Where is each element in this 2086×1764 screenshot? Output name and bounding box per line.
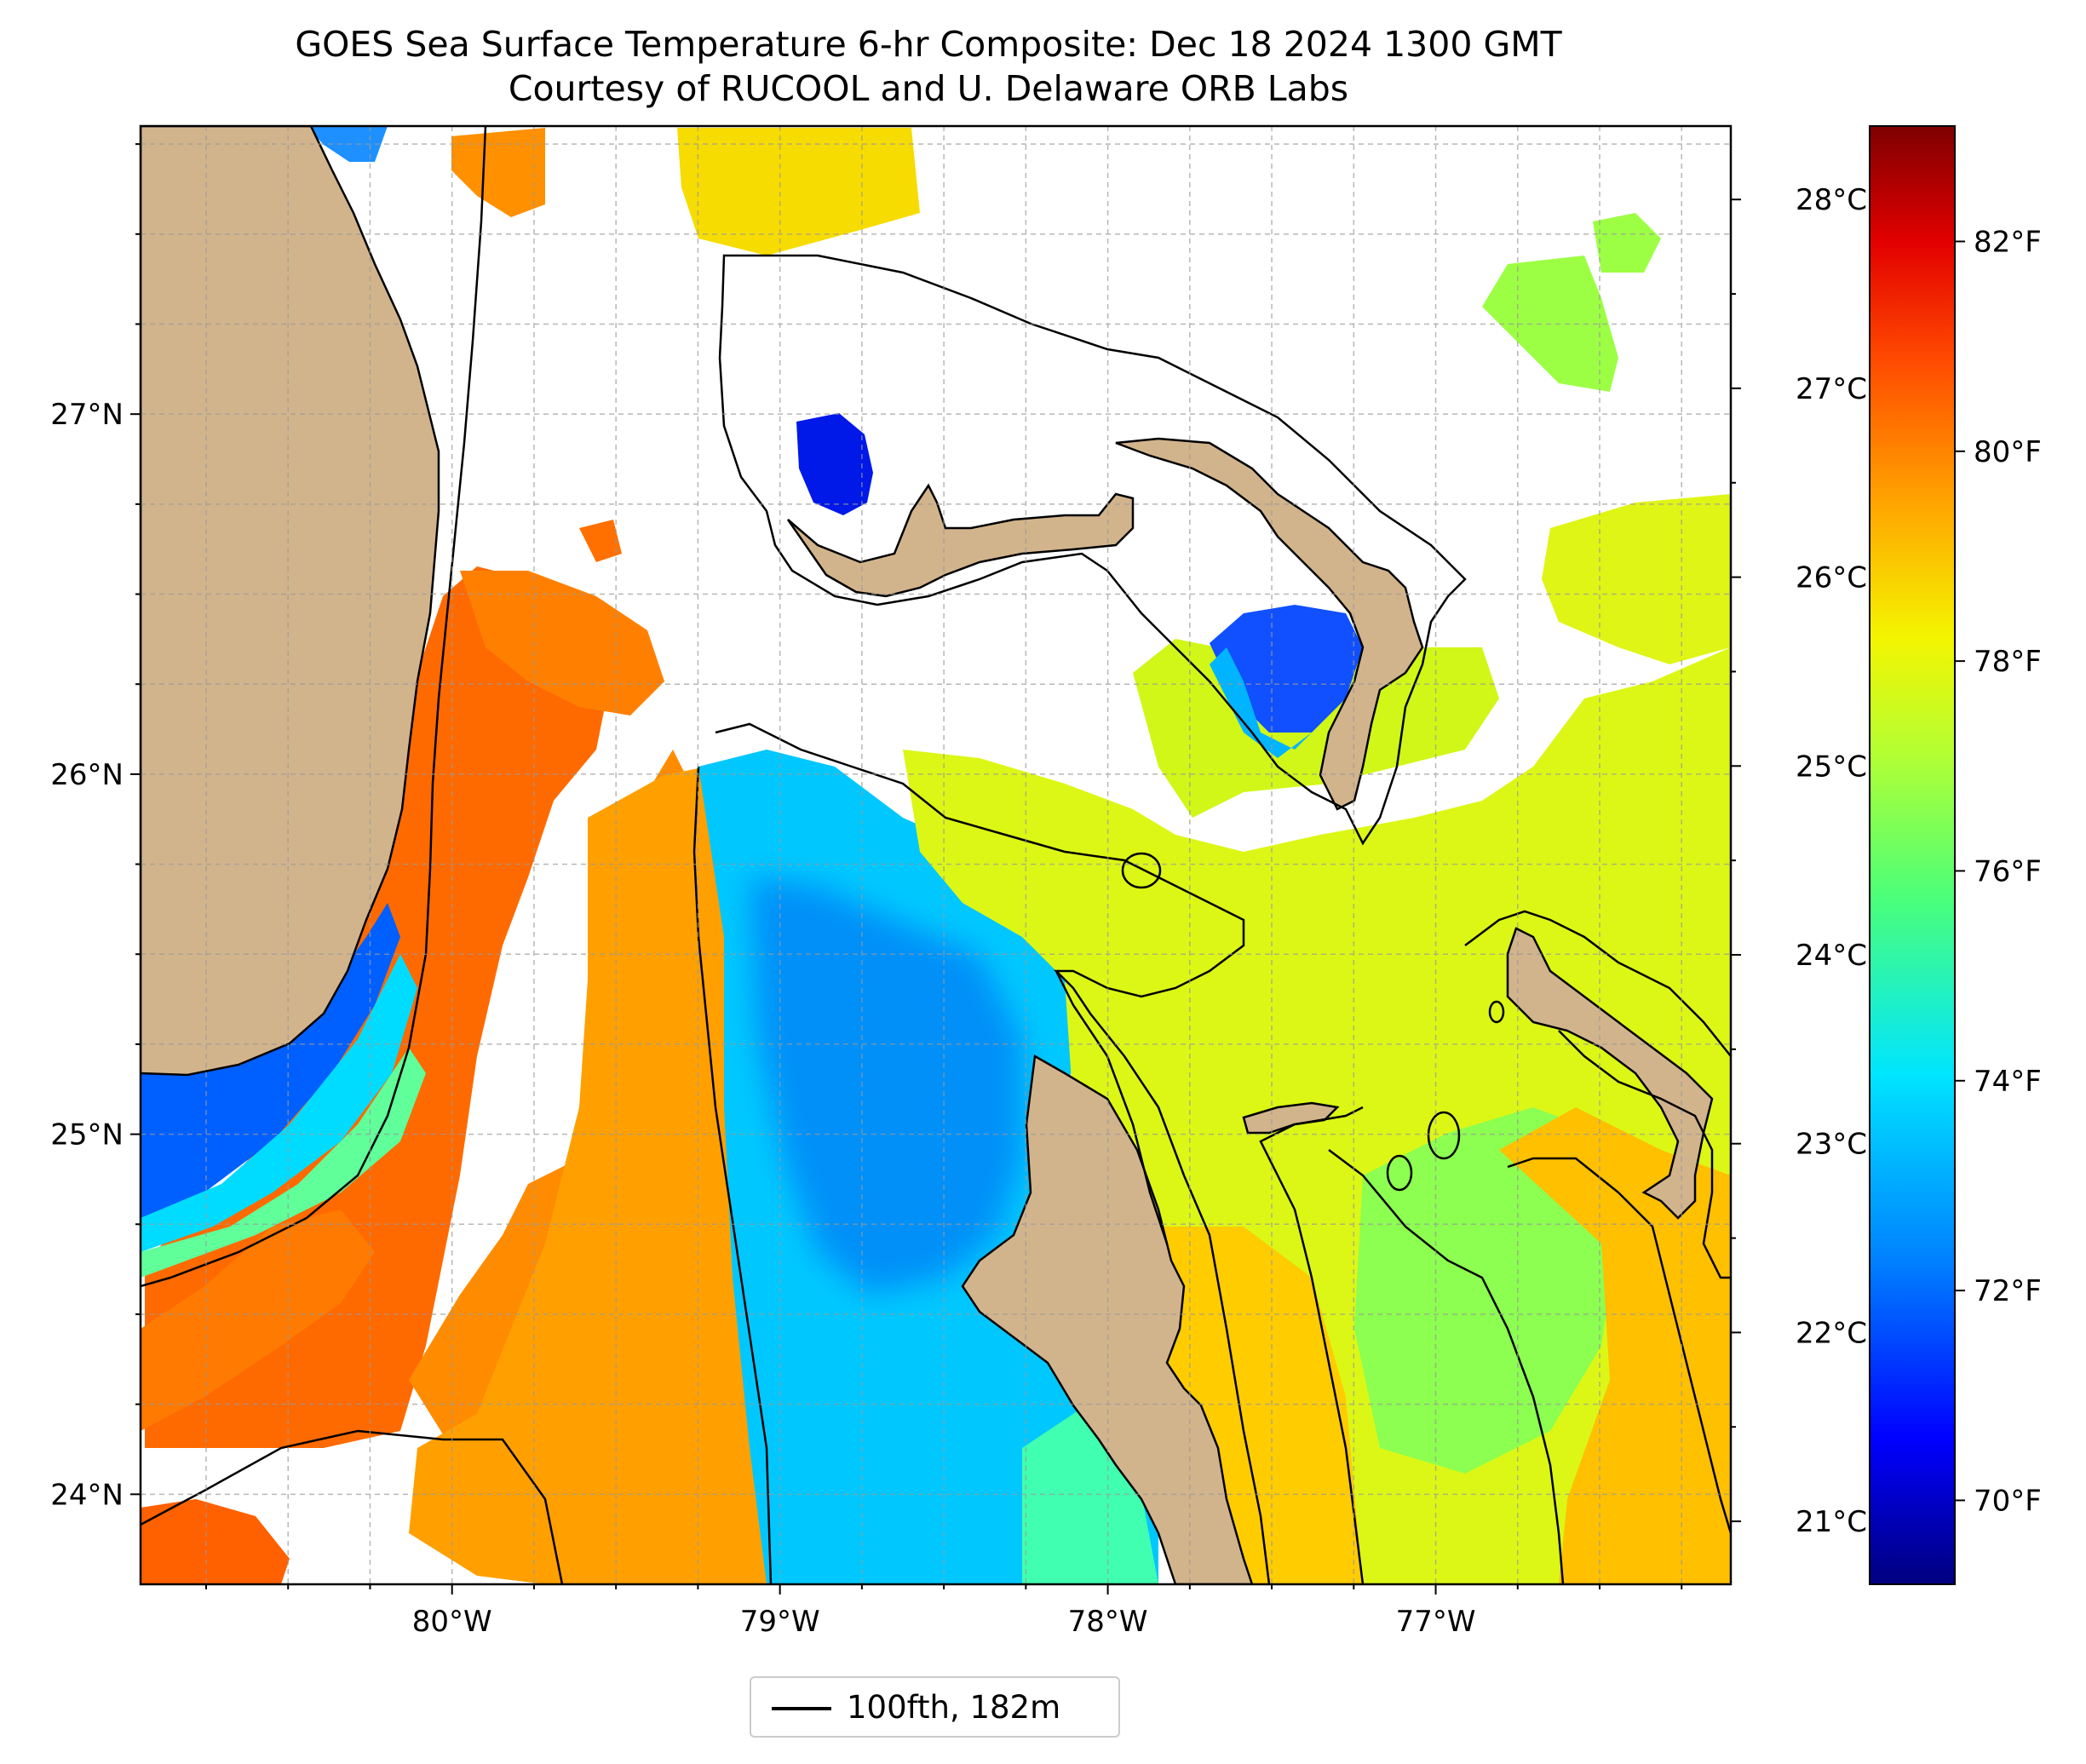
- isobath-ring-1: [1121, 852, 1162, 889]
- florida-peninsula: [141, 126, 440, 1077]
- sst-east-upper-yellow: [1542, 494, 1731, 664]
- sst-north-yellow: [677, 128, 920, 256]
- isobath-ring-4: [1488, 1000, 1505, 1024]
- map-frame: [139, 124, 1733, 1586]
- legend: 100fth, 182m: [750, 1676, 1120, 1738]
- sst-florida-north-warm: [451, 128, 545, 217]
- isobath-exuma-sound: [1507, 1157, 1731, 1534]
- lat-tick-label: 24°N: [50, 1478, 124, 1512]
- great-abaco: [1115, 437, 1424, 811]
- sst-lbb-cold: [796, 413, 873, 515]
- c-tick-label: 24°C: [1796, 939, 1867, 973]
- axis-labels: 80°W 79°W 78°W 77°W 24°N 25°N 26°N 27°N: [50, 398, 1475, 1639]
- sst-ne-patch-2: [1593, 213, 1661, 273]
- isobath-exuma-west: [1259, 1106, 1365, 1584]
- f-tick-label: 72°F: [1974, 1274, 2042, 1308]
- c-tick-label: 23°C: [1796, 1128, 1867, 1162]
- f-tick-label: 78°F: [1974, 645, 2042, 679]
- isobath-lbb: [718, 254, 1467, 846]
- isobath-tongue-of-ocean: [1054, 970, 1169, 1244]
- eleuthera: [1506, 927, 1714, 1220]
- lat-tick-label: 26°N: [50, 758, 124, 792]
- c-tick-label: 27°C: [1796, 372, 1867, 406]
- c-tick-label: 22°C: [1796, 1316, 1867, 1350]
- isobath-eleuthera: [1464, 910, 1731, 1057]
- sst-orange-blob: [579, 520, 622, 562]
- sst-keys-orange: [141, 1210, 375, 1431]
- isobath-gbb-west: [715, 722, 1271, 1584]
- map-area: [141, 126, 1731, 1584]
- sst-gulfstream-east: [409, 767, 767, 1584]
- isobath-ring-2: [1427, 1111, 1461, 1160]
- sst-east-green: [1354, 1107, 1618, 1474]
- c-tick-label: 26°C: [1796, 561, 1867, 595]
- c-tick-label: 25°C: [1796, 750, 1867, 784]
- sst-keys-south: [141, 1499, 290, 1584]
- sst-florida-bay-cyan: [141, 954, 417, 1252]
- sst-bank-blue: [750, 877, 1022, 1295]
- chart-subtitle: Courtesy of RUCOOL and U. Delaware ORB L…: [508, 68, 1349, 109]
- f-tick-label: 82°F: [1974, 225, 2042, 259]
- gridlines: [141, 126, 1731, 1584]
- isobath-ring-3: [1386, 1154, 1413, 1192]
- sst-florida-coast-green: [141, 1048, 426, 1278]
- lon-tick-label: 78°W: [1068, 1605, 1148, 1639]
- legend-label: 100fth, 182m: [847, 1689, 1061, 1726]
- legend-line-swatch: [772, 1707, 831, 1710]
- isobath-florida-east: [141, 126, 487, 1288]
- isobath-exuma-inner: [1328, 1149, 1565, 1584]
- sst-np-cold-edge: [1210, 647, 1312, 758]
- lat-tick-label: 25°N: [50, 1118, 124, 1152]
- chart-title: GOES Sea Surface Temperature 6-hr Compos…: [295, 24, 1562, 65]
- sst-field: [141, 126, 1731, 1584]
- lon-tick-label: 79°W: [740, 1605, 820, 1639]
- isobath-florida-keys: [141, 1429, 564, 1584]
- colorbar: [1869, 125, 1956, 1585]
- lon-tick-label: 77°W: [1396, 1605, 1476, 1639]
- lat-tick-label: 27°N: [50, 398, 124, 432]
- isobath-100fth: [141, 126, 1731, 1584]
- c-tick-label: 21°C: [1796, 1505, 1867, 1539]
- f-tick-label: 80°F: [1974, 435, 2042, 469]
- c-tick-label: 28°C: [1796, 183, 1867, 217]
- isobath-gbb-inner: [692, 766, 773, 1584]
- celsius-axis: 21°C 22°C 23°C 24°C 25°C 26°C 27°C 28°C: [1731, 183, 1867, 1539]
- grand-bahama: [786, 483, 1135, 598]
- fahrenheit-axis: 70°F 72°F 74°F 76°F 78°F 80°F 82°F: [1955, 225, 2042, 1518]
- f-tick-label: 74°F: [1974, 1065, 2042, 1099]
- f-tick-label: 70°F: [1974, 1484, 2042, 1518]
- sst-east-orange: [1499, 1107, 1731, 1584]
- isobath-eleuthera-south: [1558, 1030, 1731, 1279]
- f-tick-label: 76°F: [1974, 854, 2042, 888]
- lon-tick-label: 80°W: [412, 1605, 492, 1639]
- sst-central-orange: [460, 571, 664, 715]
- axis-ticks: [130, 143, 1683, 1594]
